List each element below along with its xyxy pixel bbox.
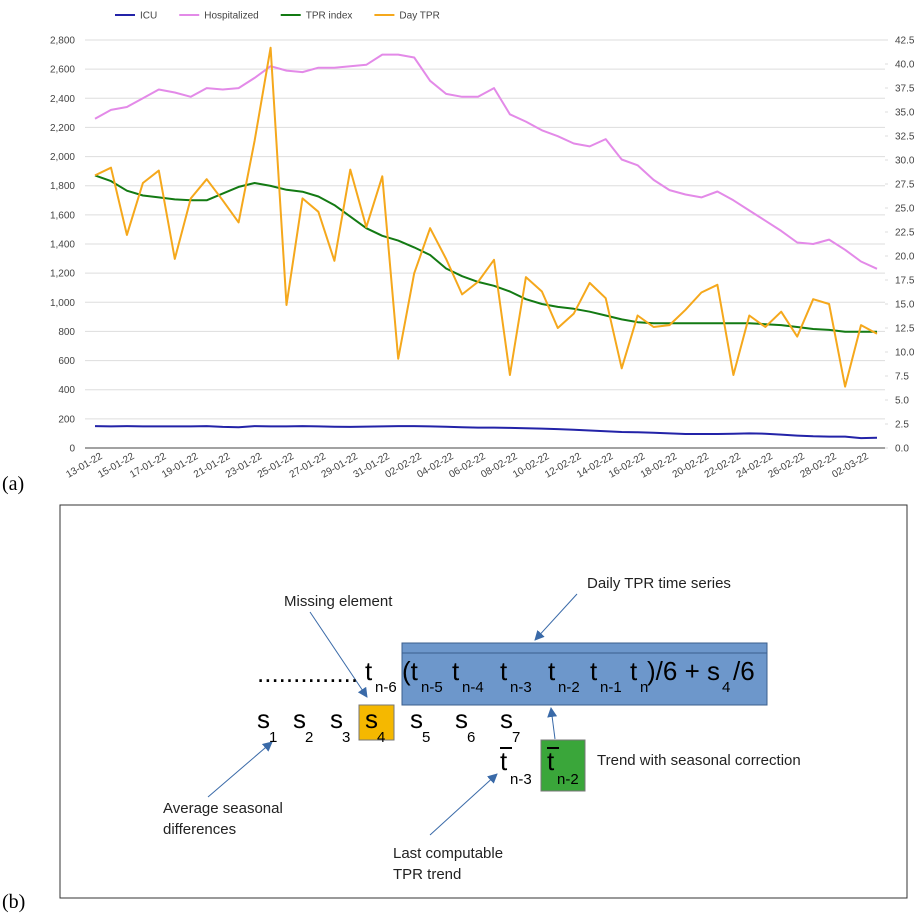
seasonal-term: s [410,704,423,734]
y-tick-label: 600 [58,356,75,367]
annotation: Trend with seasonal correction [597,752,801,769]
y2-tick-label: 27.5 [895,180,915,191]
y-tick-label: 1,200 [50,269,75,280]
arrow [547,707,558,740]
formula-sub: n-2 [558,679,580,696]
formula-term: t [452,656,460,686]
panel-label: (b) [2,891,25,913]
panel-label: (a) [2,473,24,495]
seasonal-sub: 2 [305,729,313,746]
seasonal-term: s [365,704,378,734]
seasonal-sub: 4 [377,729,385,746]
formula-term: )/6 + s [647,656,720,686]
series-line [94,174,877,333]
seasonal-term: s [455,704,468,734]
formula-sub: n-1 [600,679,622,696]
arrow [207,741,273,798]
seasonal-term: s [330,704,343,734]
y2-tick-label: 32.5 [895,132,915,143]
y-tick-label: 2,600 [50,65,75,76]
formula-sub: n-6 [375,679,397,696]
trend-term: t [547,746,555,776]
series-line [94,425,878,440]
legend-label: Day TPR [399,11,439,22]
formula-sub: n-5 [421,679,443,696]
formula-sub: n-3 [510,679,532,696]
y2-tick-label: 40.0 [895,60,915,71]
y2-tick-label: 22.5 [895,228,915,239]
trend-sub: n-2 [557,771,579,788]
y2-tick-label: 2.5 [895,420,909,431]
y2-tick-label: 12.5 [895,324,915,335]
y-tick-label: 2,400 [50,94,75,105]
formula-term: t [500,656,508,686]
y-tick-label: 2,800 [50,36,75,47]
arrow [429,773,498,836]
formula-term: t [590,656,598,686]
seasonal-sub: 6 [467,729,475,746]
seasonal-sub: 1 [269,729,277,746]
formula-sub: n-4 [462,679,484,696]
y2-tick-label: 25.0 [895,204,915,215]
annotation: TPR trend [393,866,461,883]
y2-tick-label: 35.0 [895,108,915,119]
missing-box [358,704,395,741]
legend-label: ICU [140,11,157,22]
y2-tick-label: 30.0 [895,156,915,167]
diagram: Daily TPR time series Missing element Tr… [59,504,908,899]
y-tick-label: 2,000 [50,152,75,163]
y2-tick-label: 5.0 [895,396,909,407]
annotation: Last computable [393,845,503,862]
y-tick-label: 1,000 [50,298,75,309]
formula-sub: 4 [722,679,730,696]
annotation: Average seasonal [163,800,283,817]
seasonal-term: s [293,704,306,734]
annotation: Daily TPR time series [587,575,731,592]
formula-sub: n [640,679,648,696]
legend-label: Hospitalized [204,11,258,22]
y-tick-label: 400 [58,385,75,396]
annotation: differences [163,821,236,838]
x-tick-label: 02-03-22 [830,451,871,481]
y2-tick-label: 42.5 [895,36,915,47]
trend-term: t [500,746,508,776]
diagram-frame [59,504,908,899]
y-tick-label: 1,400 [50,240,75,251]
formula-term: t [630,656,638,686]
seasonal-sub: 5 [422,729,430,746]
y-tick-label: 1,800 [50,181,75,192]
seasonal-sub: 3 [342,729,350,746]
legend-label: TPR index [306,11,353,22]
chart: 0 200 400 600 800 1,000 1,200 1,400 1,600 1,800 2,… [50,11,915,481]
y2-tick-label: 10.0 [895,348,915,359]
y-tick-label: 200 [58,414,75,425]
formula-term: (t [402,656,419,686]
formula-term: t [548,656,556,686]
seasonal-term: s [257,704,270,734]
y-tick-label: 1,600 [50,210,75,221]
y-tick-label: 800 [58,327,75,338]
trend-sub: n-3 [510,771,532,788]
annotation: Missing element [284,593,393,610]
seasonal-term: s [500,704,513,734]
ellipsis: .............. [257,658,358,688]
arrow [309,611,368,698]
y2-tick-label: 17.5 [895,276,915,287]
y2-tick-label: 37.5 [895,84,915,95]
y-tick-label: 0 [69,444,75,455]
y-tick-label: 2,200 [50,123,75,134]
y2-tick-label: 20.0 [895,252,915,263]
seasonal-sub: 7 [512,729,520,746]
arrow [534,593,578,641]
series-line [94,46,878,388]
formula-tail: /6 [733,656,755,686]
series-line [94,53,878,270]
y2-tick-label: 7.5 [895,372,909,383]
formula-term: t [365,656,373,686]
y2-tick-label: 15.0 [895,300,915,311]
y2-tick-label: 0.0 [895,444,909,455]
